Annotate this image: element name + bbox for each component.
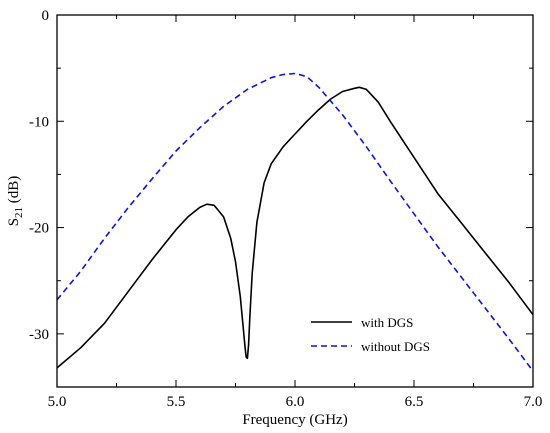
y-tick-label: -10 <box>29 114 49 130</box>
x-axis-label: Frequency (GHz) <box>242 412 347 428</box>
x-tick-label: 6.0 <box>286 394 305 410</box>
y-axis-label-subscript: 21 <box>13 207 25 218</box>
y-tick-label: -30 <box>29 327 49 343</box>
series-line-1 <box>56 86 534 369</box>
plot-frame <box>56 14 534 388</box>
legend: with DGS without DGS <box>311 315 430 354</box>
x-tick-label: 5.0 <box>48 394 67 410</box>
ticks-layer: 5.0 5.5 6.0 6.5 7.0 0 -10 -20 -30 <box>29 8 542 410</box>
x-tick-label: 6.5 <box>405 394 424 410</box>
x-tick-label: 7.0 <box>524 394 543 410</box>
y-tick-label: -20 <box>29 221 49 237</box>
legend-label-2: without DGS <box>361 339 430 354</box>
y-axis-label-suffix: (dB) <box>6 176 22 207</box>
y-axis-label-prefix: S <box>6 218 22 226</box>
y-axis-label: S21 (dB) <box>6 176 25 227</box>
series-layer <box>56 72 534 372</box>
legend-label-1: with DGS <box>361 315 413 330</box>
series-line-2 <box>56 72 534 372</box>
x-tick-label: 5.5 <box>167 394 186 410</box>
y-tick-label: 0 <box>42 8 50 24</box>
